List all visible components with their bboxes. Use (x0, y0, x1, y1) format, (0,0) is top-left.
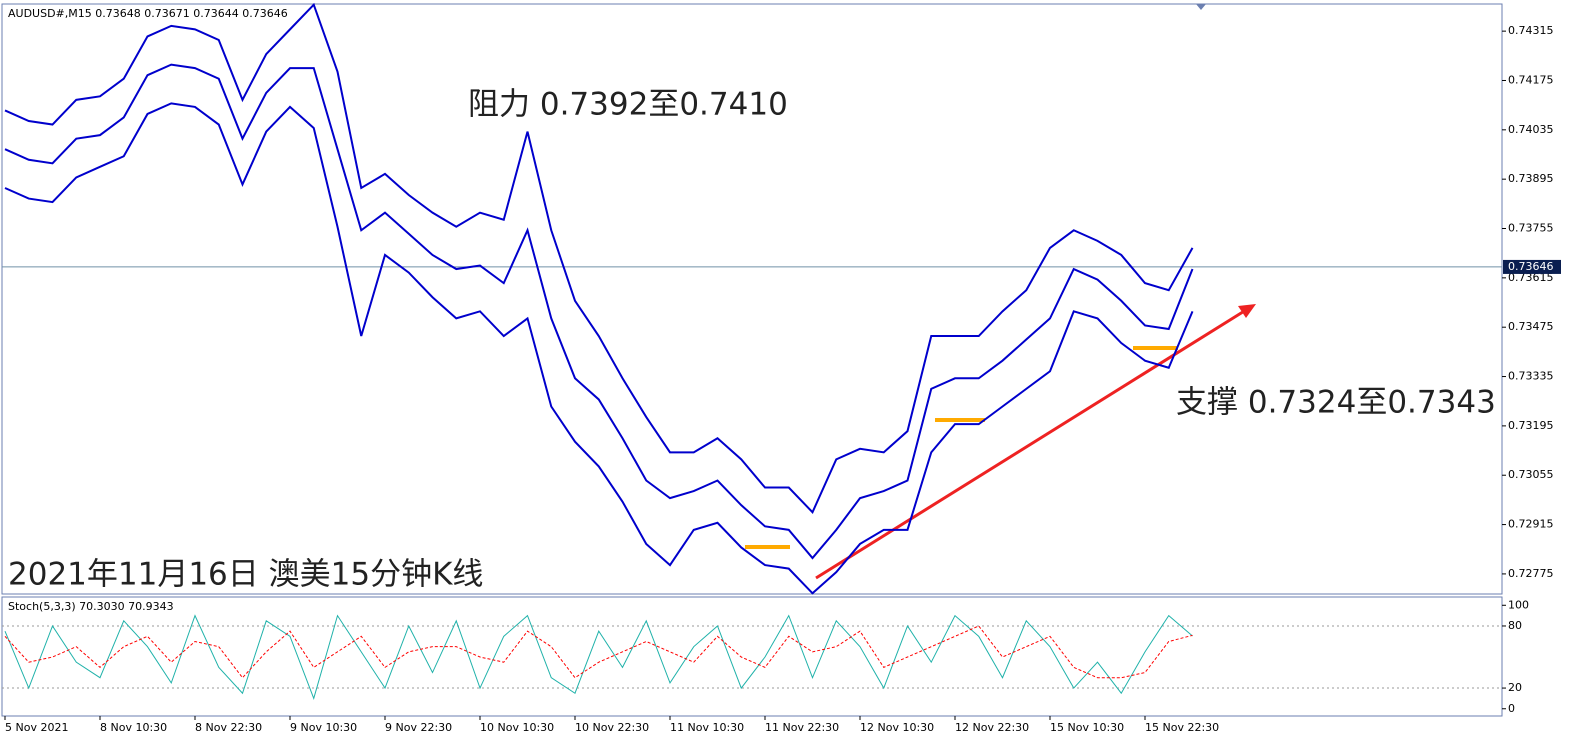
symbol-header: AUDUSD#,M15 0.73648 0.73671 0.73644 0.73… (8, 7, 288, 20)
stoch-header: Stoch(5,3,3) 70.3030 70.9343 (8, 600, 174, 613)
series-line (4, 625, 1193, 679)
x-tick-label: 12 Nov 22:30 (955, 721, 1029, 734)
date-note: 2021年11月16日 澳美15分钟K线 (8, 557, 483, 593)
y-tick-label: 0.73195 (1508, 419, 1554, 432)
y-tick-label: 0.73615 (1508, 271, 1554, 284)
y-tick-label: 0.73895 (1508, 172, 1554, 185)
last-price-box (1503, 259, 1561, 274)
y-tick-label: 100 (1508, 598, 1529, 611)
y-tick-label: 0 (1508, 702, 1515, 715)
series-line (4, 102, 1194, 595)
x-tick-label: 10 Nov 10:30 (480, 721, 554, 734)
arrow-head (1238, 304, 1256, 318)
x-tick-label: 11 Nov 22:30 (765, 721, 839, 734)
x-tick-label: 15 Nov 10:30 (1050, 721, 1124, 734)
support-note: 支撑 0.7324至0.7343 (1176, 385, 1496, 421)
y-tick-label: 0.74175 (1508, 73, 1554, 86)
resistance-note: 阻力 0.7392至0.7410 (468, 87, 788, 123)
x-tick-label: 9 Nov 22:30 (385, 721, 452, 734)
series-line (4, 614, 1193, 700)
last-price-label: 0.73646 (1508, 260, 1554, 273)
x-tick-label: 11 Nov 10:30 (670, 721, 744, 734)
x-tick-label: 5 Nov 2021 (5, 721, 68, 734)
y-tick-label: 0.73335 (1508, 370, 1554, 383)
y-tick-label: 0.73475 (1508, 320, 1554, 333)
main-panel (1, 3, 1503, 595)
x-tick-label: 15 Nov 22:30 (1145, 721, 1219, 734)
y-tick-label: 0.72775 (1508, 567, 1554, 580)
y-tick-label: 0.74315 (1508, 24, 1554, 37)
x-tick-label: 10 Nov 22:30 (575, 721, 649, 734)
y-tick-label: 20 (1508, 681, 1522, 694)
y-tick-label: 0.73055 (1508, 468, 1554, 481)
y-tick-label: 0.73755 (1508, 222, 1554, 235)
series-line (4, 63, 1194, 560)
x-tick-label: 12 Nov 10:30 (860, 721, 934, 734)
y-tick-label: 0.74035 (1508, 123, 1554, 136)
series-line (4, 2, 1194, 514)
y-tick-label: 80 (1508, 619, 1522, 632)
x-tick-label: 9 Nov 10:30 (290, 721, 357, 734)
x-tick-label: 8 Nov 10:30 (100, 721, 167, 734)
y-tick-label: 0.72915 (1508, 518, 1554, 531)
stoch-panel (1, 596, 1503, 717)
x-tick-label: 8 Nov 22:30 (195, 721, 262, 734)
marker (1196, 4, 1206, 10)
